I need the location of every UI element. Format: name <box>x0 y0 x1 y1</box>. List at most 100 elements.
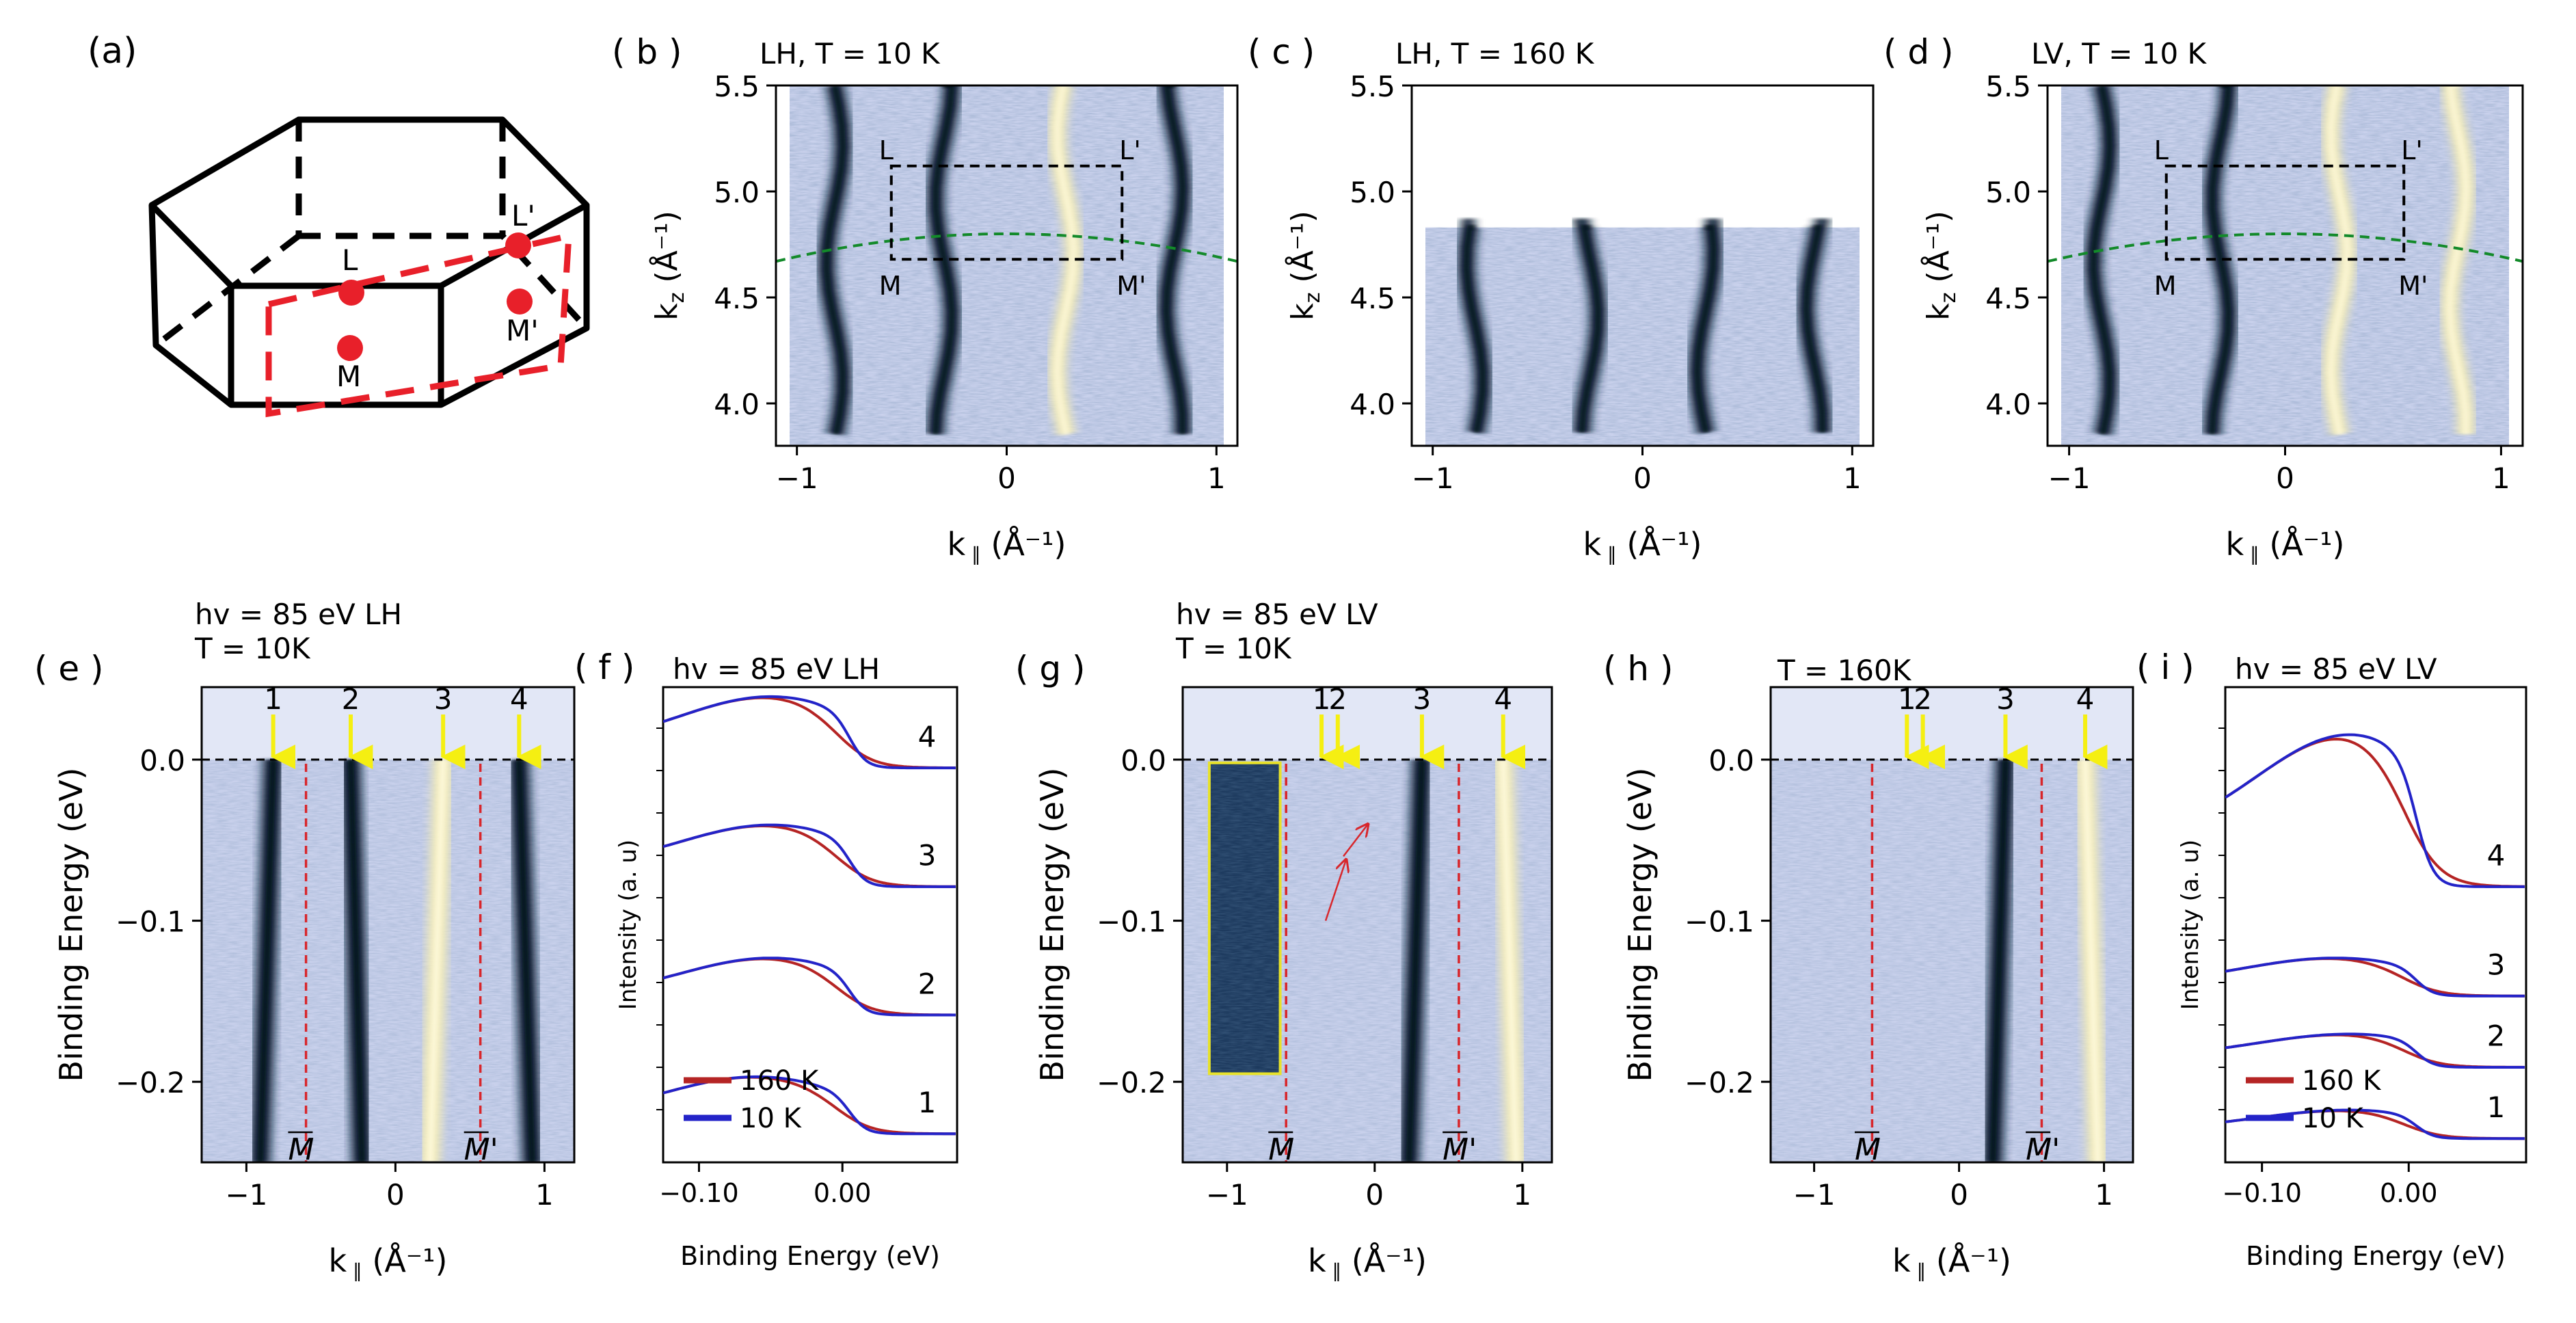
red-cut-plane <box>265 232 572 418</box>
y-tick-label: −0.2 <box>116 1066 185 1099</box>
hexagonal-prism <box>148 116 590 408</box>
panel-a: (a) L L' M M' <box>88 31 590 418</box>
y-tick-label: 4.0 <box>1350 388 1395 421</box>
x-axis-label: k ∥ (Å⁻¹) <box>2226 526 2345 565</box>
y-axis-label: Binding Energy (eV) <box>1622 768 1659 1082</box>
band-core-2 <box>1989 759 2009 1162</box>
y-tick-label: 0.0 <box>1121 744 1166 777</box>
edc-label-4: 4 <box>918 720 937 753</box>
map-area <box>202 687 574 1162</box>
y-tick-label: 5.5 <box>714 70 760 103</box>
y-tick-label: 5.0 <box>1985 176 2031 209</box>
x-tick-label: 0 <box>2276 462 2294 495</box>
x-tick-label: 0 <box>1633 462 1652 495</box>
edc-10K-3 <box>663 823 956 888</box>
inset-box-border <box>1207 761 1282 1075</box>
panel-title-line-2: T = 10K <box>194 632 311 665</box>
chart-panels: L L' M M' −1 0 1 4.0 4.5 5.0 5.5 ( b ) LH, T = 10 K k… <box>34 32 2527 1282</box>
edc-label-2: 2 <box>2487 1019 2506 1053</box>
point-Lprime-label: L' <box>511 199 535 232</box>
dashed-box <box>889 164 1124 261</box>
plot-frame <box>200 686 576 1164</box>
panel-title: LH, T = 10 K <box>760 37 941 70</box>
panel-letter: ( f ) <box>574 647 634 687</box>
x-tick-label: 0.00 <box>2380 1178 2438 1208</box>
y-axis-label: Intensity (a. u) <box>2177 840 2204 1010</box>
edc-label-4: 4 <box>2487 839 2506 872</box>
edc-label-1: 1 <box>918 1086 937 1119</box>
legend-label-1: 160 K <box>2302 1065 2382 1097</box>
panel-title-line-1: hv = 85 eV LV <box>1176 598 1378 631</box>
panel-g: M M'12 3 4−1 0 10.0−0.1−0.2( g )hv = 85 eV LV… <box>1015 598 1553 1282</box>
box-label-tl: L <box>879 135 894 165</box>
curve-area <box>663 695 956 1136</box>
y-tick-label: −0.1 <box>1685 905 1754 939</box>
plot-frame <box>1181 686 1553 1164</box>
red-arrow-2 <box>1343 824 1368 857</box>
panel-title: hv = 85 eV LH <box>673 652 880 686</box>
x-axis-label: k ∥ (Å⁻¹) <box>948 526 1066 565</box>
x-axis-label: Binding Energy (eV) <box>2246 1241 2506 1271</box>
point-M-marker <box>337 335 363 361</box>
y-tick-label: 5.5 <box>1985 70 2031 103</box>
y-tick-label: −0.1 <box>116 905 185 939</box>
x-tick-label: 0.00 <box>814 1178 872 1208</box>
panel-letter: ( c ) <box>1248 32 1315 72</box>
band-core-3 <box>2082 759 2102 1162</box>
edc-label-3: 3 <box>918 839 937 872</box>
panel-letter: ( h ) <box>1603 649 1674 689</box>
green-arc <box>776 232 1237 263</box>
y-tick-label: 4.5 <box>714 282 760 315</box>
x-tick-label: 1 <box>1207 462 1226 495</box>
edc-label-2: 2 <box>918 967 937 1000</box>
band-core-3 <box>2328 85 2350 435</box>
map-noise <box>790 85 1224 446</box>
edc-label-3: 3 <box>2487 948 2506 981</box>
point-Lprime-marker <box>505 232 531 258</box>
y-tick-label: 5.0 <box>714 176 760 209</box>
x-tick-label: 0 <box>997 462 1016 495</box>
y-tick-label: 0.0 <box>1708 744 1754 777</box>
x-tick-label: 1 <box>2492 462 2510 495</box>
panel-e: M M'1 2 3 4−1 0 10.0−0.1−0.2( e )hv = 85 eV LH… <box>34 598 576 1282</box>
y-axis-label: Binding Energy (eV) <box>1034 768 1071 1082</box>
band-core-4 <box>515 759 535 1162</box>
panel-title-line-2: T = 10K <box>1175 632 1292 665</box>
x-tick-label: 1 <box>1843 462 1862 495</box>
y-axis-label: kz (Å⁻¹) <box>648 211 689 321</box>
box-label-bl: M <box>2154 271 2177 301</box>
x-tick-label: 1 <box>1513 1178 1531 1212</box>
x-tick-label: 0 <box>386 1178 405 1212</box>
edc-10K-4 <box>2225 733 2525 888</box>
point-Mprime-label: M' <box>506 314 539 347</box>
point-Mprime-marker <box>507 289 533 315</box>
plot-frame <box>1769 686 2134 1164</box>
y-tick-label: 5.5 <box>1350 70 1395 103</box>
y-tick-label: −0.1 <box>1097 905 1166 939</box>
x-tick-label: −1 <box>1206 1178 1248 1212</box>
x-tick-label: −1 <box>1412 462 1454 495</box>
y-tick-label: −0.2 <box>1685 1066 1754 1099</box>
y-axis-label: Binding Energy (eV) <box>53 768 90 1082</box>
panel-letter: ( d ) <box>1883 32 1954 72</box>
y-tick-label: 5.0 <box>1350 176 1395 209</box>
box-label-tr: L' <box>1119 135 1141 165</box>
edc-10K-4 <box>663 695 956 770</box>
legend-label-1: 160 K <box>740 1065 820 1097</box>
panel-title: LV, T = 10 K <box>2031 37 2208 70</box>
map-noise <box>2061 85 2509 446</box>
panel-title: T = 160K <box>1777 654 1912 687</box>
panel-b: L L' M M' −1 0 1 4.0 4.5 5.0 5.5 ( b ) LH, T = 10 K k… <box>612 32 1239 565</box>
band-core-1 <box>1464 224 1486 433</box>
point-L-label: L <box>342 243 358 277</box>
box-label-br: M' <box>1116 271 1146 301</box>
y-tick-label: −0.2 <box>1097 1066 1166 1099</box>
panel-letter: ( g ) <box>1015 649 1086 689</box>
point-L-marker <box>338 280 364 306</box>
map-area <box>776 85 1237 446</box>
x-tick-label: −1 <box>776 462 818 495</box>
band-core-2 <box>2209 85 2231 435</box>
band-core-2 <box>1406 759 1425 1162</box>
x-tick-label: 1 <box>535 1178 554 1212</box>
